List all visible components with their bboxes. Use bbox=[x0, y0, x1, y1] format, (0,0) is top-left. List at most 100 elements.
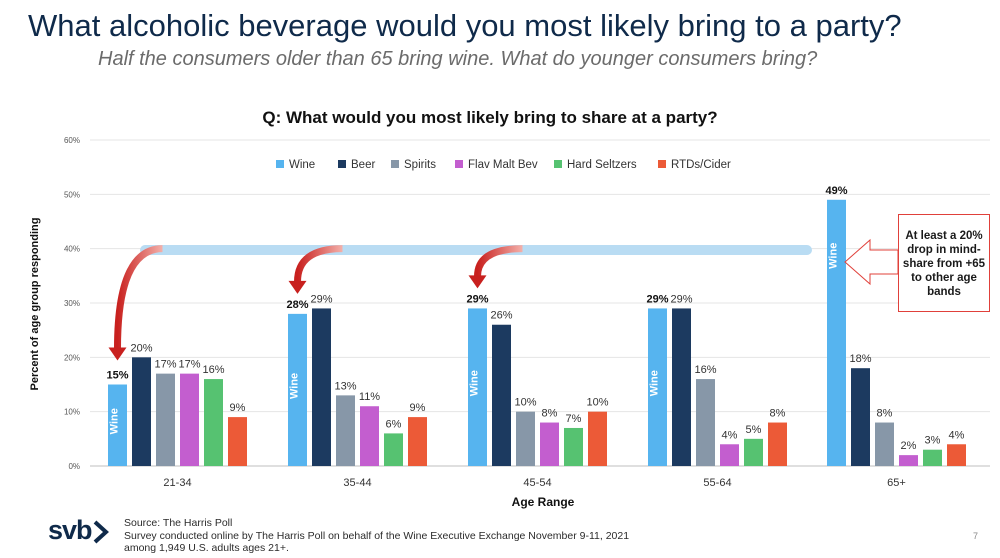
bar bbox=[384, 433, 403, 466]
bar bbox=[336, 395, 355, 466]
x-tick-label: 45-54 bbox=[523, 477, 551, 489]
data-label: 16% bbox=[694, 364, 716, 376]
bar bbox=[696, 379, 715, 466]
legend-swatch bbox=[658, 160, 666, 168]
data-label: 8% bbox=[542, 408, 558, 420]
bar bbox=[851, 368, 870, 466]
legend-swatch bbox=[554, 160, 562, 168]
legend: Wine Beer Spirits Flav Malt Bev Hard Seltzer… bbox=[276, 159, 731, 171]
page-subtitle: Half the consumers older than 65 bring w… bbox=[98, 48, 818, 70]
data-label: 11% bbox=[359, 391, 380, 403]
data-label: 29% bbox=[670, 293, 692, 305]
data-label: 17% bbox=[178, 359, 200, 371]
x-axis-categories: 21-34 35-44 45-54 55-64 65+ bbox=[163, 477, 905, 489]
data-label: 29% bbox=[466, 293, 488, 305]
bar bbox=[180, 373, 199, 466]
x-axis-label: Age Range bbox=[512, 495, 575, 509]
legend-entry: Beer bbox=[351, 159, 375, 171]
wine-inner-label: Wine bbox=[649, 370, 661, 396]
drop-arrow-shaft bbox=[474, 245, 523, 277]
data-label: 10% bbox=[514, 397, 536, 409]
y-tick-label: 60% bbox=[64, 136, 80, 145]
data-label: 4% bbox=[722, 429, 738, 441]
data-label: 9% bbox=[410, 402, 426, 414]
legend-swatch bbox=[338, 160, 346, 168]
y-tick-label: 10% bbox=[64, 408, 80, 417]
bar bbox=[204, 379, 223, 466]
bar bbox=[492, 324, 511, 466]
data-label: 3% bbox=[925, 435, 941, 447]
bar bbox=[408, 417, 427, 466]
legend-entry: Spirits bbox=[404, 159, 436, 171]
reference-line-40 bbox=[140, 245, 812, 255]
data-label: 26% bbox=[490, 310, 512, 322]
bar bbox=[468, 308, 487, 466]
y-tick-label: 20% bbox=[64, 353, 80, 362]
y-tick-label: 0% bbox=[68, 462, 80, 471]
bar bbox=[827, 199, 846, 466]
y-tick-label: 50% bbox=[64, 190, 80, 199]
data-label: 10% bbox=[586, 397, 608, 409]
drop-arrow-shaft bbox=[294, 245, 343, 283]
legend-entry: Flav Malt Bev bbox=[468, 159, 538, 171]
drop-arrows bbox=[108, 245, 523, 361]
sample-line: among 1,949 U.S. adults ages 21+. bbox=[124, 542, 289, 554]
svb-logo: svb bbox=[48, 515, 93, 545]
data-label: 4% bbox=[949, 429, 965, 441]
bar bbox=[564, 427, 583, 466]
y-tick-label: 40% bbox=[64, 245, 80, 254]
bar bbox=[108, 384, 127, 466]
data-label: 2% bbox=[901, 440, 917, 452]
y-tick-label: 30% bbox=[64, 299, 80, 308]
bar bbox=[768, 422, 787, 466]
drop-arrow-head bbox=[108, 347, 127, 361]
x-tick-label: 35-44 bbox=[343, 477, 371, 489]
logo-chevron-icon bbox=[93, 520, 109, 544]
legend-entry: RTDs/Cider bbox=[671, 159, 731, 171]
data-label: 49% bbox=[825, 185, 847, 197]
bar bbox=[899, 455, 918, 466]
wine-inner-label: Wine bbox=[289, 373, 301, 399]
data-label: 15% bbox=[106, 370, 128, 382]
x-tick-label: 21-34 bbox=[163, 477, 191, 489]
chart-title: Q: What would you most likely bring to s… bbox=[262, 108, 717, 127]
bar bbox=[720, 444, 739, 466]
drop-arrow-shaft bbox=[114, 245, 163, 349]
legend-swatch bbox=[455, 160, 463, 168]
bar bbox=[947, 444, 966, 466]
footer-source: Source: The Harris Poll Survey conducted… bbox=[124, 517, 629, 555]
data-label: 13% bbox=[334, 380, 356, 392]
data-label: 20% bbox=[130, 342, 152, 354]
bar-chart: Q: What would you most likely bring to s… bbox=[29, 108, 990, 509]
data-label: 17% bbox=[154, 359, 176, 371]
y-axis-ticks: 0% 10% 20% 30% 40% 50% 60% bbox=[64, 136, 80, 471]
data-label: 28% bbox=[286, 299, 308, 311]
bar bbox=[744, 438, 763, 466]
legend-swatch bbox=[276, 160, 284, 168]
data-label: 8% bbox=[770, 408, 786, 420]
bar bbox=[132, 357, 151, 466]
data-label: 16% bbox=[202, 364, 224, 376]
y-axis-label: Percent of age group responding bbox=[29, 218, 41, 391]
data-label: 29% bbox=[310, 293, 332, 305]
bar bbox=[540, 422, 559, 466]
data-label: 18% bbox=[849, 353, 871, 365]
bar bbox=[360, 406, 379, 466]
drop-arrow-head bbox=[468, 275, 487, 289]
bar bbox=[156, 373, 175, 466]
legend-entry: Wine bbox=[289, 159, 315, 171]
bar bbox=[588, 411, 607, 466]
x-tick-label: 65+ bbox=[887, 477, 906, 489]
page-title: What alcoholic beverage would you most l… bbox=[28, 8, 902, 43]
source-line: Source: The Harris Poll bbox=[124, 517, 233, 529]
bar bbox=[228, 417, 247, 466]
legend-entry: Hard Seltzers bbox=[567, 159, 637, 171]
bar bbox=[875, 422, 894, 466]
wine-inner-label: Wine bbox=[469, 370, 481, 396]
data-label: 7% bbox=[566, 413, 582, 425]
bar bbox=[312, 308, 331, 466]
bar bbox=[516, 411, 535, 466]
wine-inner-label: Wine bbox=[828, 243, 840, 269]
callout-annotation: At least a 20% drop in mind-share from +… bbox=[898, 214, 990, 312]
